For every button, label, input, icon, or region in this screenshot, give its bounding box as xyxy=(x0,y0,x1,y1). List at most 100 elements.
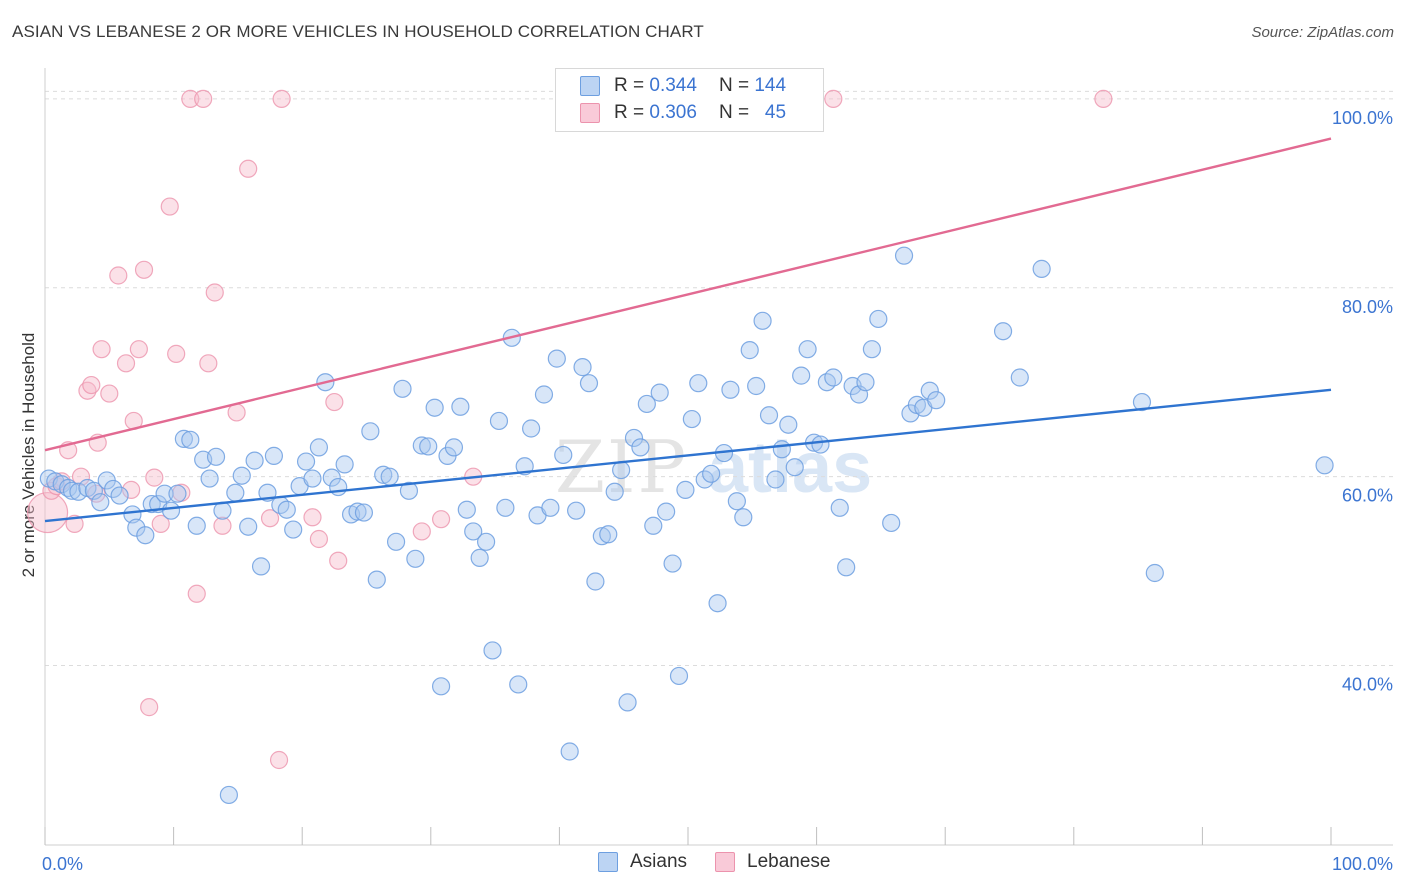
asian-point xyxy=(251,557,271,576)
asian-point xyxy=(676,480,695,499)
trend-lines xyxy=(44,137,1332,523)
lebanese-point xyxy=(431,510,451,529)
lebanese-point xyxy=(92,340,111,359)
asian-point xyxy=(920,381,939,400)
asian-point xyxy=(663,554,682,573)
asian-point xyxy=(811,435,830,454)
y-tick-label: 60.0% xyxy=(1342,486,1393,506)
watermark: ZIP atlas xyxy=(555,425,872,509)
asian-point xyxy=(657,502,676,521)
axes xyxy=(44,68,1393,846)
asian-point xyxy=(457,500,476,519)
asian-point xyxy=(534,385,554,404)
lebanese-point xyxy=(140,698,159,717)
asian-point xyxy=(618,693,637,712)
lebanese-point xyxy=(412,522,431,541)
asian-point xyxy=(399,481,419,500)
y-tick-labels: 40.0% 60.0% 80.0% 100.0% xyxy=(1332,108,1393,695)
asian-point xyxy=(708,594,727,613)
watermark-atlas: atlas xyxy=(708,428,872,508)
asian-trend-line xyxy=(44,388,1332,523)
asian-point xyxy=(644,516,663,535)
asian-point xyxy=(91,493,110,512)
asian-point xyxy=(669,666,689,686)
lebanese-point xyxy=(213,516,232,535)
lebanese-point xyxy=(129,340,148,359)
legend-item-asians: Asians xyxy=(598,851,687,873)
lebanese-point xyxy=(272,89,291,108)
legend-row-lebanese: R = 0.306 N = 45 xyxy=(580,100,786,126)
lebanese-point xyxy=(160,197,179,216)
asian-point xyxy=(567,501,586,520)
asian-point xyxy=(837,558,856,577)
lebanese-point xyxy=(269,750,289,770)
lebanese-trend-line xyxy=(44,137,1332,452)
asian-point xyxy=(509,675,528,694)
x-tick-label: 100.0% xyxy=(1332,854,1393,874)
asian-point xyxy=(1010,368,1029,387)
lebanese-point xyxy=(122,480,141,499)
asian-point xyxy=(161,501,181,520)
asian-point xyxy=(631,438,650,457)
asian-point xyxy=(367,570,386,589)
asian-point xyxy=(476,532,496,551)
y-tick-label: 100.0% xyxy=(1332,108,1393,128)
asian-point xyxy=(84,481,103,500)
asian-point xyxy=(309,438,329,457)
lebanese-point xyxy=(309,529,329,549)
lebanese-n-value: 45 xyxy=(764,102,787,123)
asian-point xyxy=(155,484,174,503)
x-tick-labels: 0.0% 100.0% xyxy=(42,854,1393,874)
lebanese-label: Lebanese xyxy=(747,851,831,872)
lebanese-point xyxy=(151,514,170,533)
asian-point xyxy=(554,445,573,465)
lebanese-point xyxy=(1094,89,1113,108)
asian-point xyxy=(142,494,161,514)
lebanese-point xyxy=(71,467,91,486)
source-credit: Source: ZipAtlas.com xyxy=(1251,24,1394,41)
asian-point xyxy=(431,677,451,696)
asian-point xyxy=(856,373,875,392)
asian-point xyxy=(702,464,721,483)
asian-n-label: N = xyxy=(718,75,750,96)
asian-point xyxy=(374,465,393,484)
lebanese-legend-swatch xyxy=(715,852,736,872)
asian-point xyxy=(354,503,374,522)
asian-point xyxy=(547,349,566,368)
asian-point xyxy=(759,406,779,425)
asian-point xyxy=(522,419,541,438)
asian-point xyxy=(277,500,296,519)
asian-point xyxy=(612,460,631,480)
asian-point xyxy=(727,492,746,511)
asian-point xyxy=(219,785,238,805)
asian-point xyxy=(592,527,611,546)
asian-point xyxy=(599,525,618,544)
asian-point xyxy=(174,429,193,448)
lebanese-point xyxy=(329,551,348,570)
asian-point xyxy=(69,482,88,501)
asians-swatch xyxy=(598,852,618,872)
chart-title: ASIAN VS LEBANESE 2 OR MORE VEHICLES IN … xyxy=(12,22,704,41)
asian-point xyxy=(779,415,798,434)
y-tick-label: 80.0% xyxy=(1342,297,1393,317)
asian-point xyxy=(1032,259,1051,278)
asian-point xyxy=(470,548,489,567)
lebanese-point xyxy=(87,484,106,503)
lebanese-point xyxy=(325,392,344,412)
asian-point xyxy=(496,498,515,517)
lebanese-point xyxy=(109,266,128,285)
lebanese-point xyxy=(239,159,258,178)
asian-point xyxy=(824,368,843,387)
asian-point xyxy=(412,436,431,455)
asian-point xyxy=(586,572,605,591)
lebanese-point xyxy=(260,509,280,528)
asian-point xyxy=(740,341,759,360)
lebanese-point xyxy=(199,354,218,373)
asian-point xyxy=(226,483,245,502)
asian-point xyxy=(239,517,258,536)
asian-point xyxy=(380,467,399,486)
lebanese-swatch xyxy=(580,103,600,123)
asian-point xyxy=(419,437,438,456)
lebanese-n-label: N = xyxy=(718,102,750,123)
